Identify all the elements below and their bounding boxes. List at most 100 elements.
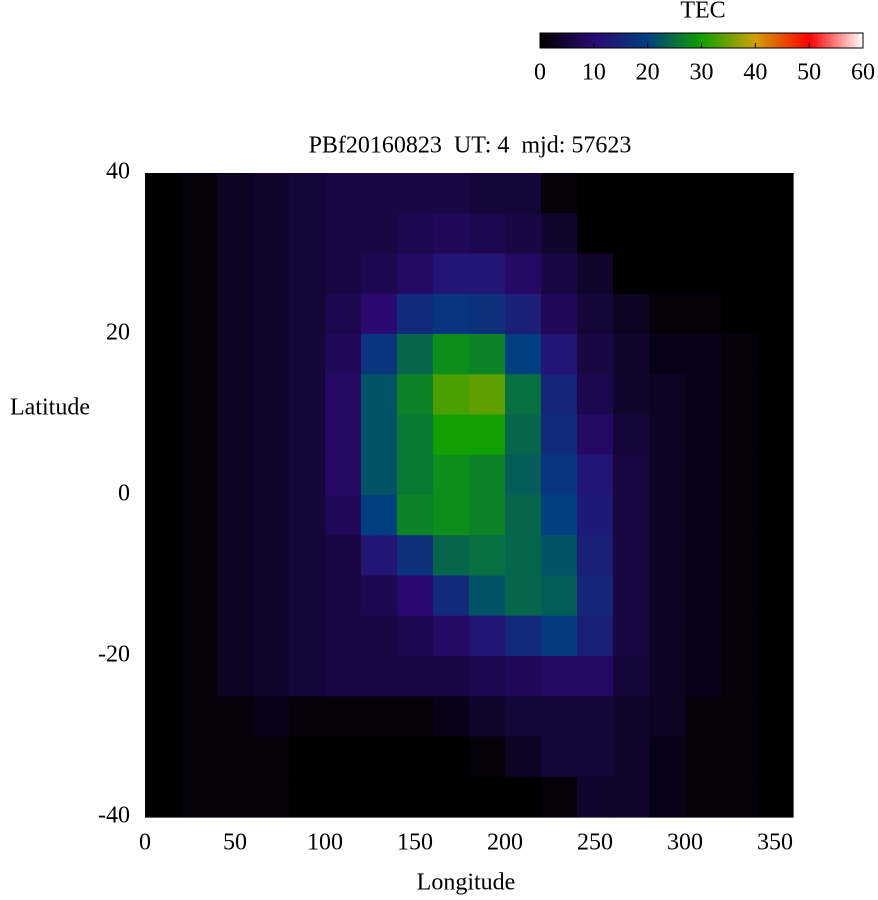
heatmap-cell (145, 213, 182, 255)
colorbar-segment (657, 33, 660, 48)
colorbar-segment (790, 33, 793, 48)
colorbar-segment (850, 33, 854, 48)
heatmap-cell (145, 495, 182, 536)
y-tick-label: 0 (118, 481, 130, 507)
colorbar-segment (824, 33, 828, 48)
heatmap-cell (361, 615, 398, 657)
colorbar-segment (828, 33, 832, 48)
colorbar-segment (766, 33, 769, 48)
heatmap-cell (541, 495, 578, 536)
colorbar-segment (628, 33, 632, 48)
colorbar-segment (606, 33, 610, 48)
colorbar-segment (770, 33, 773, 48)
heatmap-cell (721, 615, 758, 657)
colorbar-segment (596, 33, 600, 48)
heatmap-cell (433, 414, 470, 456)
heatmap-cell (217, 253, 254, 295)
heatmap-cell (613, 776, 650, 818)
heatmap-cell (217, 213, 254, 255)
heatmap-cell (649, 776, 686, 818)
heatmap-cell (541, 656, 578, 697)
heatmap-cell (649, 656, 686, 697)
heatmap-cell (685, 656, 722, 697)
colorbar-segment (705, 33, 709, 48)
colorbar-segment (580, 33, 583, 48)
colorbar-segment (848, 33, 852, 48)
colorbar-segment (780, 33, 783, 48)
heatmap-cell (685, 253, 722, 295)
heatmap-cell (505, 213, 542, 255)
colorbar-segment (701, 33, 705, 48)
colorbar-segment (747, 33, 751, 48)
heatmap-cell (505, 173, 542, 214)
heatmap-cell (397, 173, 434, 214)
heatmap-cell (325, 253, 362, 295)
heatmap-cell (181, 736, 218, 778)
heatmap-cell (469, 253, 506, 295)
heatmap-cell (541, 253, 578, 295)
heatmap-cell (721, 414, 758, 456)
colorbar-title: TEC (680, 0, 725, 24)
heatmap-cell (577, 454, 614, 496)
colorbar-segment (830, 33, 834, 48)
heatmap-cell (613, 615, 650, 657)
colorbar-segment (646, 33, 650, 48)
heatmap-cell (289, 575, 326, 617)
colorbar-segment (784, 33, 787, 48)
colorbar-segment (691, 33, 694, 48)
heatmap-cell (181, 776, 218, 818)
colorbar-segment (733, 33, 737, 48)
heatmap-cell (649, 696, 686, 738)
colorbar-tick-label: 0 (534, 60, 546, 86)
colorbar-segment (640, 33, 644, 48)
heatmap-cell (289, 776, 326, 818)
heatmap-cell (217, 374, 254, 416)
colorbar-segment (542, 33, 545, 48)
heatmap-cell (217, 696, 254, 738)
heatmap-cell (685, 776, 722, 818)
heatmap-cell (469, 575, 506, 617)
colorbar-segment (653, 33, 656, 48)
colorbar-segment (616, 33, 620, 48)
heatmap-cell (433, 253, 470, 295)
colorbar-segment (576, 33, 579, 48)
colorbar-segment (782, 33, 785, 48)
colorbar-segment (709, 33, 713, 48)
colorbar-segment (540, 33, 543, 48)
heatmap-cell (577, 615, 614, 657)
colorbar-tick-label: 10 (582, 60, 606, 86)
colorbar-segment (760, 33, 763, 48)
heatmap-cell (757, 776, 794, 818)
colorbar-segment (826, 33, 830, 48)
heatmap-cell (541, 374, 578, 416)
heatmap-cell (757, 213, 794, 255)
heatmap-cell (361, 293, 398, 335)
colorbar-tick-label: 40 (743, 60, 767, 86)
colorbar-segment (735, 33, 739, 48)
heatmap-cell (217, 776, 254, 818)
heatmap-cell (577, 535, 614, 577)
heatmap-cell (541, 334, 578, 375)
heatmap-cell (721, 334, 758, 375)
heatmap-cell (145, 776, 182, 818)
colorbar-segment (574, 33, 577, 48)
heatmap-cell (433, 293, 470, 335)
x-tick-label: 100 (307, 830, 343, 856)
heatmap-cell (397, 334, 434, 375)
heatmap-cell (685, 454, 722, 496)
colorbar-segment (552, 33, 555, 48)
heatmap-cell (541, 213, 578, 255)
heatmap-cell (541, 575, 578, 617)
heatmap-cell (397, 736, 434, 778)
colorbar-segment (764, 33, 767, 48)
heatmap-cell (577, 575, 614, 617)
heatmap-cell (541, 454, 578, 496)
heatmap-cell (721, 776, 758, 818)
colorbar-segment (630, 33, 634, 48)
colorbar-segment (546, 33, 549, 48)
heatmap-cell (145, 293, 182, 335)
colorbar-segment (852, 33, 856, 48)
x-tick-label: 50 (223, 830, 247, 856)
colorbar-segment (568, 33, 571, 48)
colorbar-segment (622, 33, 626, 48)
